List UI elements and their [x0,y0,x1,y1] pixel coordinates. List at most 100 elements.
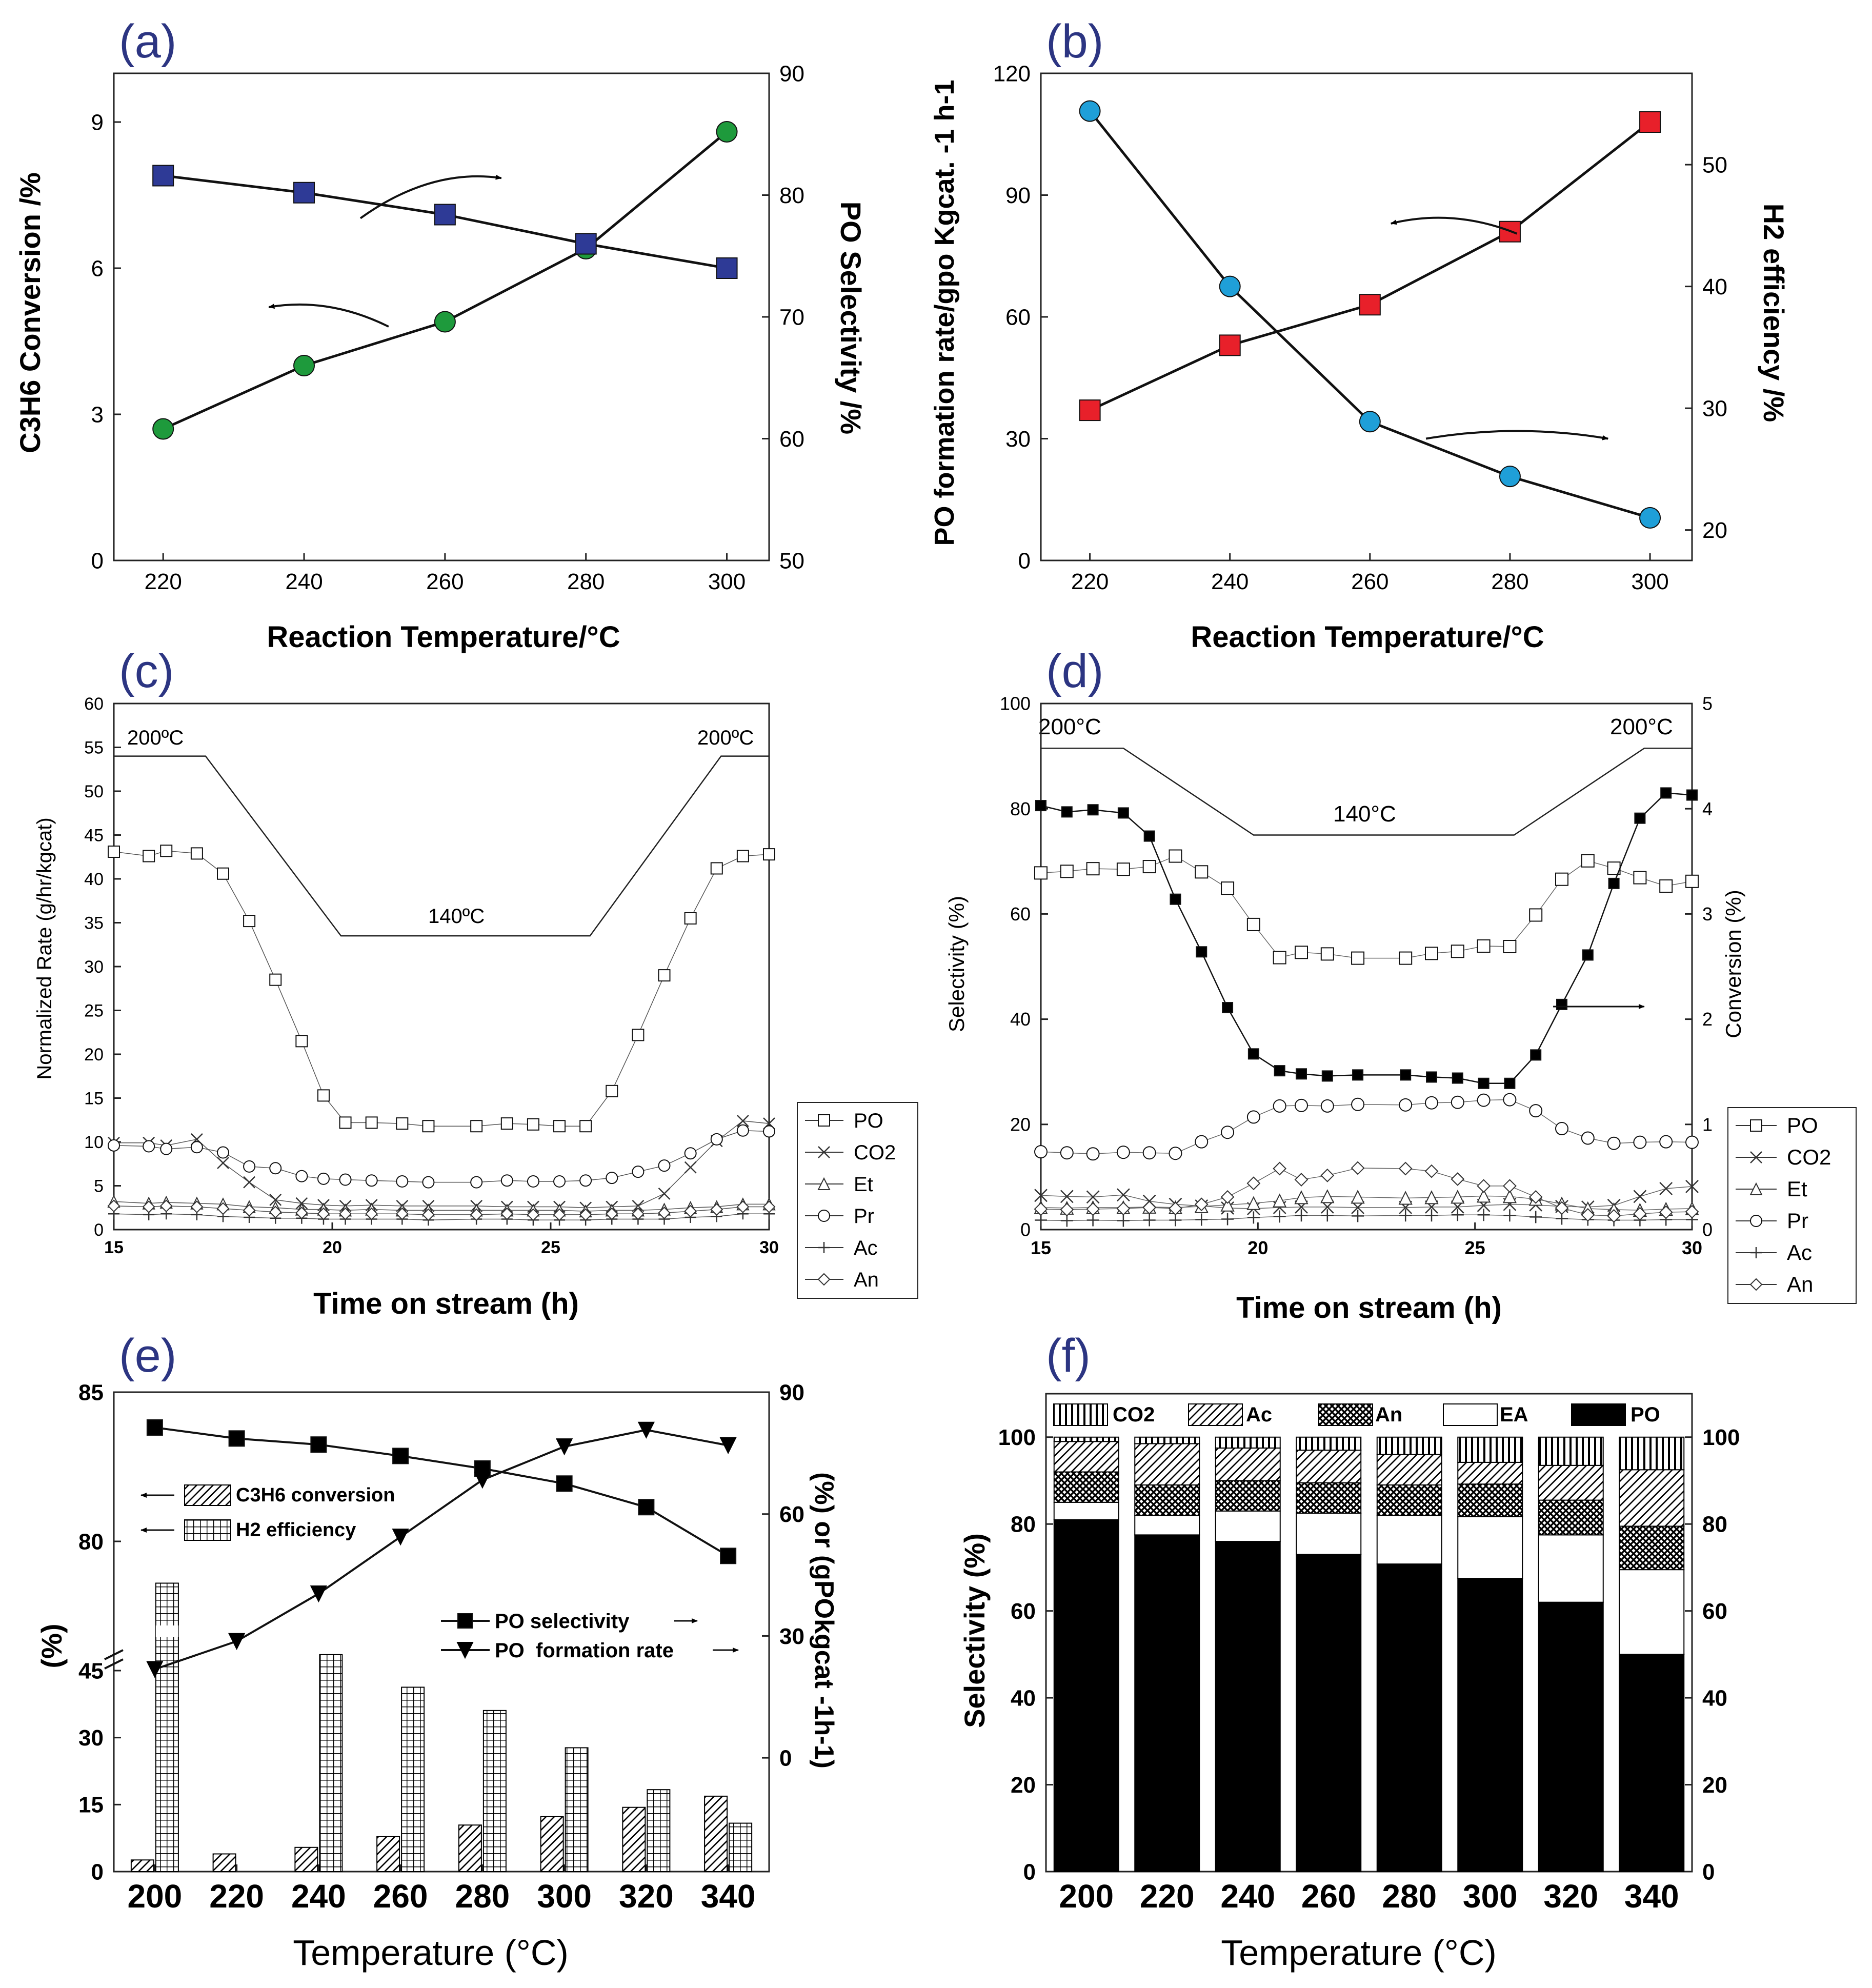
panel-d-point-an [1451,1172,1465,1186]
panel-f-xtick-label: 280 [1382,1878,1437,1915]
panel-a-point [575,233,597,255]
panel-c-temp-start: 200ºC [127,727,184,749]
panel-d-point-conversion [1274,1065,1285,1077]
panel-f-bar-co2 [1538,1436,1604,1466]
panel-d-point-po [1451,945,1464,958]
panel-d-point-conversion [1660,787,1672,799]
panel-e-point-po-selectivity [638,1499,655,1516]
panel-f-bar-co2 [1457,1436,1523,1463]
panel-a-ytick-right-label: 50 [779,548,804,573]
panel-d-point-conversion [1400,1069,1412,1081]
panel-d-point-ac [1352,1210,1364,1222]
panel-e-legend-label-selectivity: PO selectivity [495,1610,630,1633]
panel-c-point-pr [243,1160,256,1173]
panel-e-xtick-label: 200 [127,1878,182,1915]
panel-e-point-po-formation-rate [719,1437,737,1455]
panel-e-point-po-formation-rate [474,1472,491,1489]
panel-e-ytick-right-label: 0 [779,1746,792,1771]
panel-d-point-conversion [1222,1002,1234,1014]
panel-c-point-po [422,1120,435,1133]
panel-e-point-po-formation-rate [310,1585,327,1603]
panel-b-ytick-right-label: 50 [1702,153,1727,178]
panel-f-xtick-label: 320 [1543,1878,1598,1915]
panel-d-point-an [1685,1204,1699,1219]
panel-d-point-conversion [1061,806,1073,818]
panel-d-point-po [1529,908,1543,922]
panel-d-ytick-right-label: 3 [1702,903,1713,925]
panel-c-point-an [470,1208,483,1221]
panel-f-xtick-label: 340 [1624,1878,1679,1915]
panel-d-point-an [1607,1209,1621,1223]
panel-d-point-conversion [1321,1070,1333,1082]
panel-d-legend-marker [1750,1151,1762,1163]
panel-d-legend-label: CO2 [1787,1145,1831,1169]
panel-c-xtick-label: 20 [323,1238,342,1257]
panel-c-point-pr [500,1174,513,1187]
panel-e-frame [113,1391,770,1873]
panel-e-point-po-selectivity [392,1448,409,1464]
panel-d-point-pr [1142,1146,1156,1160]
panel-e-ytick-left-label: 30 [78,1725,104,1751]
panel-d-point-pr [1351,1097,1365,1111]
panel-a-xtick-label: 260 [426,569,464,594]
panel-f-ytick-right-label: 0 [1702,1859,1715,1884]
panel-b-xtick-label: 220 [1071,569,1109,594]
panel-d-ytick-left-label: 40 [1010,1009,1031,1030]
panel-d-point-an [1351,1161,1365,1175]
panel-f-bar-ac [1215,1447,1281,1481]
panel-d-point-po [1246,917,1260,931]
panel-b-point [1219,275,1241,297]
panel-f-ytick-left-label: 60 [1011,1599,1036,1624]
panel-d-point-po [1425,947,1438,960]
panel-f-bar-an [1296,1482,1362,1514]
panel-b-ytick-left-label: 90 [1005,183,1031,208]
panel-f-bar-ac [1053,1441,1119,1473]
panel-d-point-conversion [1530,1049,1542,1061]
panel-d-point-co2 [1633,1190,1647,1203]
panel-e-ylabel-right: (%) or (gPOkgcat -1h-1) [809,1472,839,1769]
panel-d-point-pr [1295,1098,1308,1112]
panel-d-legend-marker [1750,1247,1762,1258]
panel-c-ytick-label: 30 [84,957,104,977]
panel-d-point-ac [1529,1211,1542,1223]
panel-c-xlabel: Time on stream (h) [313,1287,579,1320]
panel-b-ylabel-left: PO formation rate/gpo Kgcat. -1 h-1 [929,79,960,546]
panel-c-point-an [159,1199,173,1213]
panel-f-bar-ea [1376,1515,1442,1565]
panel-d-point-an [1086,1202,1100,1216]
panel-c-point-an [736,1200,750,1213]
panel-f-bar-ea [1296,1513,1362,1555]
panel-b-ytick-left-label: 120 [993,61,1031,86]
panel-label-c: (c) [119,645,174,697]
panel-c-point-an [365,1207,378,1220]
panel-d-point-pr [1451,1095,1464,1109]
panel-c-point-an [422,1208,435,1221]
panel-d-point-po [1555,872,1568,886]
panel-c-point-po [470,1120,483,1133]
panel-d-temp-start: 200°C [1038,714,1101,739]
panel-d-point-an [1116,1201,1131,1216]
panel-d-point-conversion [1426,1071,1437,1083]
panel-c-point-an [395,1207,409,1220]
panel-c-legend-marker [818,1210,830,1222]
panel-d-point-et [1273,1193,1287,1208]
panel-d-temperature-profile [1041,747,1692,836]
panel-e-bar-break [155,1625,178,1637]
panel-c-legend-marker [817,1177,831,1190]
panel-d-point-conversion [1247,1048,1259,1060]
panel-a-ytick-right-label: 80 [779,183,804,208]
panel-a-point [152,418,174,440]
panel-e-ytick-left-upper-label: 80 [78,1529,104,1554]
panel-f-xtick-label: 300 [1463,1878,1518,1915]
panel-a-ylabel-right: PO Selectivity /% [835,202,867,434]
panel-d-point-et [1320,1189,1335,1203]
panel-d-point-ac [1503,1209,1516,1222]
panel-a-ylabel-left: C3H6 Conversion /% [14,172,46,453]
panel-f-bar-an [1215,1480,1281,1512]
panel-d-point-an [1581,1208,1595,1222]
panel-a-xlabel: Reaction Temperature/°C [267,620,620,654]
panel-d-point-et [1398,1191,1413,1205]
panel-f-bar-co2 [1134,1436,1200,1444]
panel-e-line-po-selectivity [154,1426,729,1557]
panel-c-point-po [763,848,775,861]
